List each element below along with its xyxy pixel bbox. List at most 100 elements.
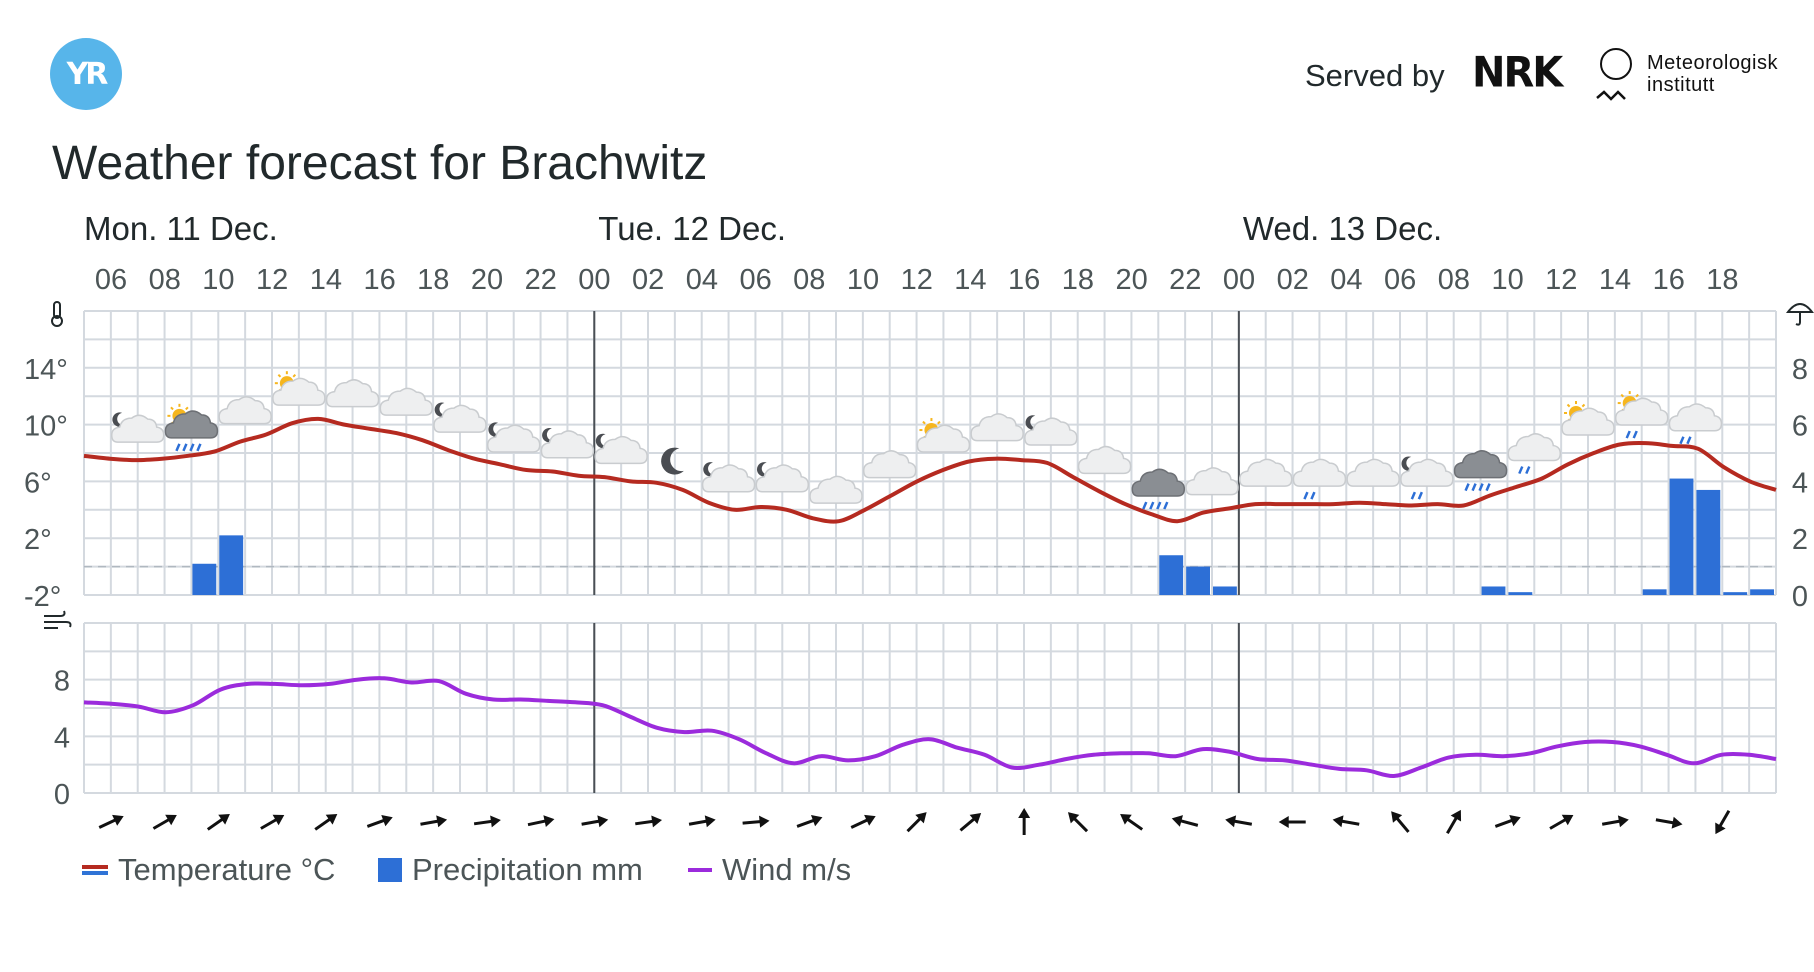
rain-drop [1142,501,1148,510]
cloud-shape [272,377,326,406]
legend-temperature-label: Temperature °C [118,852,336,887]
met-logo-line2: institutt [1647,74,1715,96]
cloud-shape [970,413,1024,442]
wind-direction-arrow-icon [152,814,177,830]
temperature-tick-label: 2° [24,524,52,556]
rain-drop [1464,483,1470,492]
wind-direction-arrow-icon [1391,811,1410,833]
wind-direction-arrow-icon [1332,815,1360,828]
rain-drop [1310,491,1316,500]
sun-ray [937,420,941,425]
wind-direction-arrow-icon [1715,809,1731,835]
grid [83,310,1777,794]
hour-tick-label: 06 [1384,264,1416,296]
day-label: Tue. 12 Dec. [598,210,786,247]
wind-arrow-head [597,815,609,828]
met-logo-wave-icon [1596,90,1626,101]
light-rain-icon [1668,403,1723,445]
sun-ray [292,373,297,378]
legend-temperature-swatch-icon [82,865,108,875]
cloud-shape [486,424,541,453]
partly-cloudy-day-icon [916,418,971,453]
cloud-shape [1185,467,1239,496]
rain-drop [1679,436,1685,445]
rain-drop [1471,483,1477,492]
rain-drop [175,443,181,452]
sun-ray [170,406,174,411]
rain-drop [1525,466,1531,475]
wind-arrow-head [165,814,177,826]
page-title: Weather forecast for Brachwitz [52,137,708,190]
cloud-shape [1614,397,1669,426]
umbrella-icon-handle [1795,312,1801,326]
wind-arrow-head [490,815,501,828]
wind-direction-arrow-icon [959,813,982,832]
cloud-shape [1131,468,1186,497]
partly-cloudy-night-icon [540,428,595,459]
wind-arrow-head [1509,814,1521,827]
hour-tick-label: 16 [1008,264,1040,296]
wind-direction-arrow-icon [1601,815,1629,828]
wind-arrow-head [436,815,448,828]
temperature-line [83,416,1777,524]
precipitation-bar [1508,592,1533,595]
hour-tick-label: 02 [632,264,664,296]
precipitation-bar [1723,592,1748,595]
precipitation-bar [1669,478,1694,595]
wind-axis-icon-lines [44,610,72,629]
wind-direction-arrow-icon [581,815,609,828]
sun-ray [922,420,926,425]
moon-shape [703,462,716,477]
clear-night-icon [661,447,684,475]
precipitation-bar [1642,589,1667,595]
rain-drop [1518,466,1524,475]
partly-cloudy-night-icon [110,412,165,443]
wind-direction-arrow-icon [688,815,716,828]
cloud-shape [809,475,863,504]
rain-sun-icon [164,403,219,452]
cloud-shape [701,464,756,493]
wind-direction-arrow-icon [1067,812,1089,833]
wind-arrow-head [1332,815,1344,828]
precipitation-bar [1159,555,1184,595]
hour-tick-label: 12 [256,264,288,296]
wind-direction-arrow-icon [635,815,663,828]
rain-drop [1410,491,1417,500]
cloudy-icon [1346,458,1400,487]
wind-arrow-head [1171,815,1183,827]
hour-tick-label: 18 [1706,264,1738,296]
wind-arrow-head [1391,811,1403,823]
hour-tick-label: 20 [471,264,503,296]
nrk-logo[interactable]: NRK [1472,48,1563,98]
met-logo-text[interactable]: Meteorologisk institutt [1647,52,1778,96]
hour-tick-label: 06 [739,264,771,296]
wind-arrow-head [810,814,823,827]
cloud-shape [1400,458,1454,487]
temperature-tick-label: 14° [24,354,68,386]
light-rain-night-icon [1400,456,1454,500]
legend-temperature: Temperature °C [82,852,335,888]
hour-tick-label: 06 [95,264,127,296]
cloud-shape [1507,433,1562,462]
sun-ray [1635,393,1639,398]
rain-drop [1632,430,1638,439]
rain-drop [1485,483,1491,492]
yr-logo[interactable]: YR [50,38,122,110]
cloud-shape [540,430,595,459]
hour-tick-label: 20 [1115,264,1147,296]
partly-cloudy-night-icon [594,433,648,465]
cloudy-icon [809,475,863,504]
rain-icon [1453,450,1508,492]
precipitation-bar [1186,566,1210,595]
cloud-shape [755,464,810,493]
precipitation-tick-label: 0 [1792,581,1808,613]
sun-ray [1620,393,1625,398]
wind-direction-arrow-icon [260,814,285,830]
wind-tick-label: 0 [54,779,70,811]
hour-tick-label: 04 [686,264,718,296]
moon-shape [661,447,684,475]
sun-ray [185,406,189,411]
hour-tick-label: 00 [578,264,610,296]
met-logo-line1: Meteorologisk [1647,52,1779,74]
light-rain-sun-icon [1614,391,1669,439]
